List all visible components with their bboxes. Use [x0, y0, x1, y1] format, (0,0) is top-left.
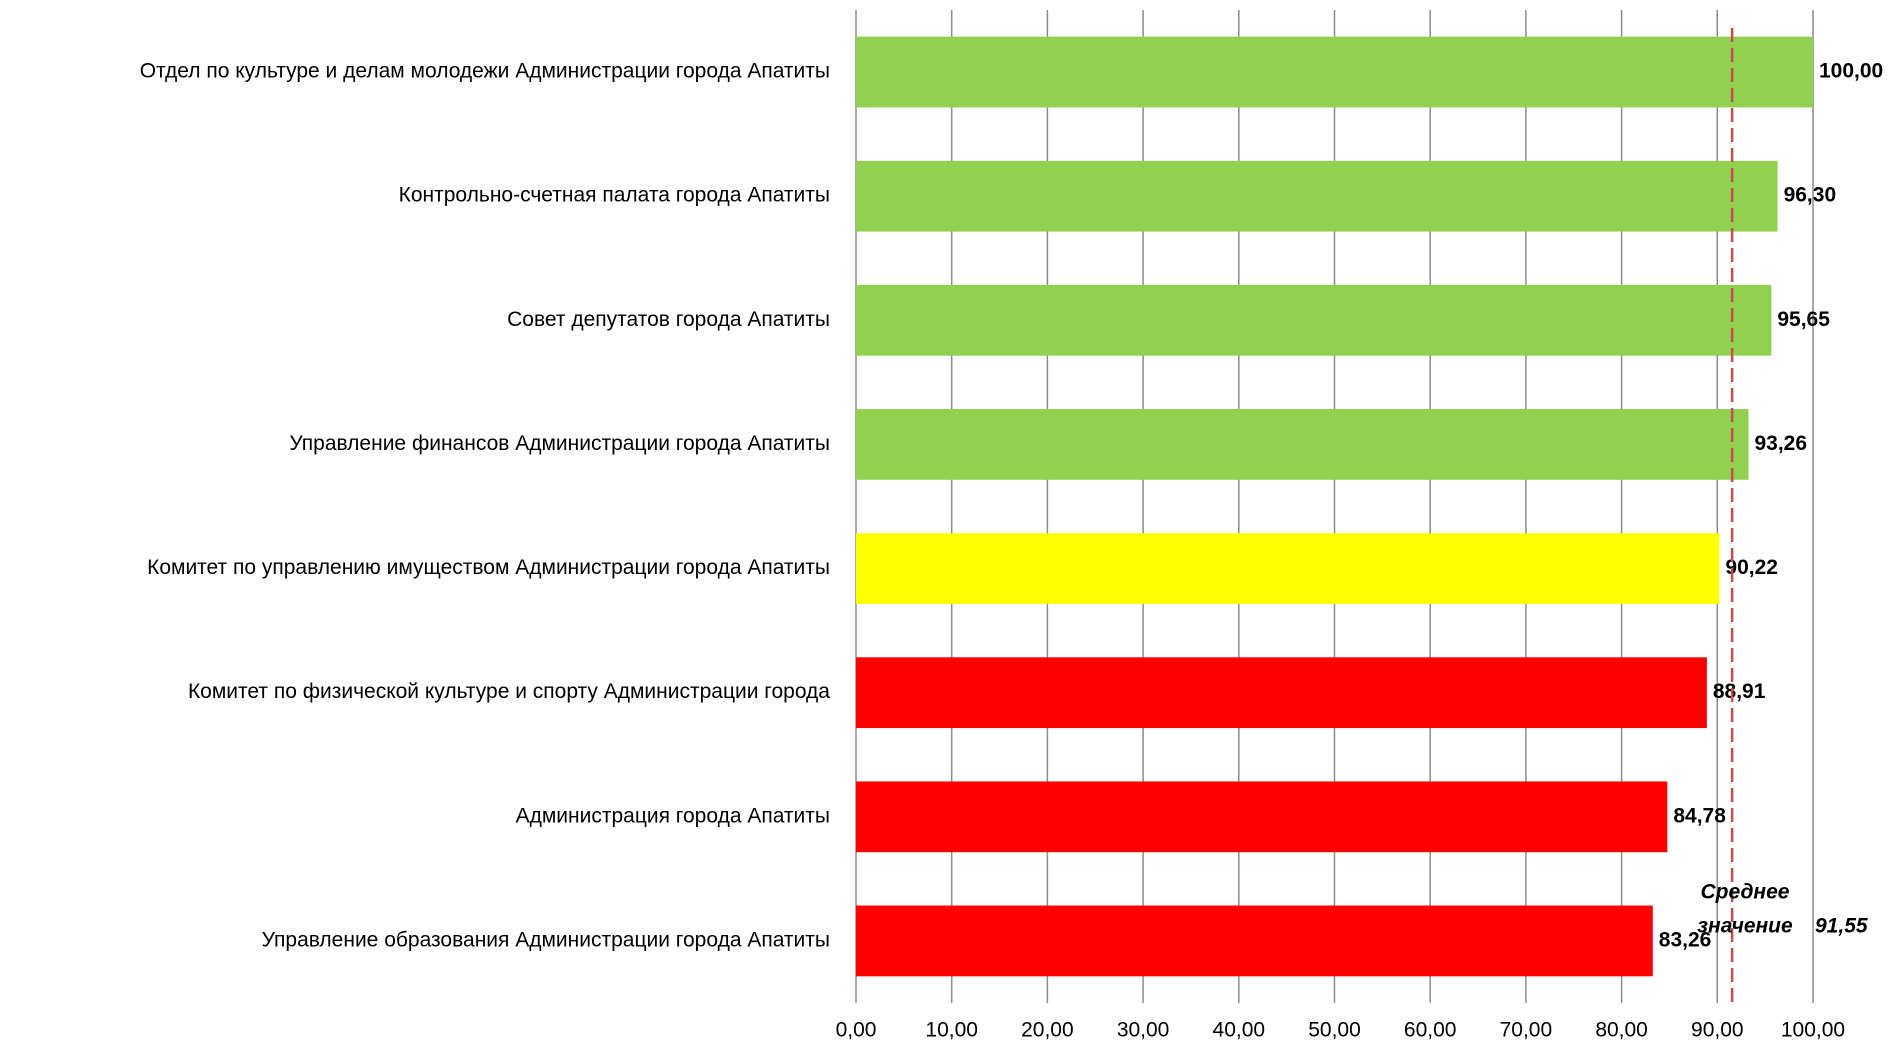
- value-label: 95,65: [1777, 308, 1830, 331]
- x-tick-label: 10,00: [925, 1019, 978, 1042]
- x-tick-label: 70,00: [1500, 1019, 1553, 1042]
- x-tick-label: 20,00: [1021, 1019, 1074, 1042]
- bar: [856, 160, 1778, 232]
- value-label: 100,00: [1819, 60, 1883, 83]
- y-tick-label: Администрация города Апатиты: [516, 804, 830, 827]
- y-tick-label: Управление финансов Администрации города…: [289, 432, 830, 455]
- value-label: 93,26: [1754, 432, 1807, 455]
- x-tick-label: 100,00: [1781, 1019, 1845, 1042]
- y-tick-label: Комитет по физической культуре и спорту …: [188, 680, 830, 703]
- x-tick-label: 40,00: [1213, 1019, 1266, 1042]
- x-tick-label: 80,00: [1595, 1019, 1648, 1042]
- value-label: 90,22: [1725, 556, 1778, 579]
- reference-value: 91,55: [1815, 915, 1868, 938]
- bar: [856, 781, 1668, 853]
- value-label: 83,26: [1659, 928, 1712, 951]
- y-tick-label: Комитет по управлению имуществом Админис…: [147, 556, 830, 579]
- x-tick-label: 0,00: [836, 1019, 877, 1042]
- y-tick-label: Отдел по культуре и делам молодежи Админ…: [140, 60, 830, 83]
- bar: [856, 533, 1720, 604]
- y-tick-label: Контрольно-счетная палата города Апатиты: [399, 184, 830, 207]
- bar: [856, 657, 1707, 729]
- x-tick-label: 90,00: [1691, 1019, 1744, 1042]
- bar: [856, 284, 1772, 356]
- bar: [856, 409, 1749, 480]
- value-label: 96,30: [1784, 184, 1837, 207]
- bar: [856, 905, 1653, 977]
- value-label: 88,91: [1713, 680, 1766, 703]
- y-tick-label: Управление образования Администрации гор…: [262, 928, 830, 951]
- x-tick-label: 60,00: [1404, 1019, 1457, 1042]
- y-tick-label: Совет депутатов города Апатиты: [507, 308, 830, 331]
- value-label: 84,78: [1673, 804, 1726, 827]
- x-tick-label: 50,00: [1308, 1019, 1361, 1042]
- bar: [856, 36, 1813, 108]
- x-tick-label: 30,00: [1117, 1019, 1170, 1042]
- reference-label: значение: [1697, 915, 1793, 938]
- reference-label: Среднее: [1701, 881, 1790, 904]
